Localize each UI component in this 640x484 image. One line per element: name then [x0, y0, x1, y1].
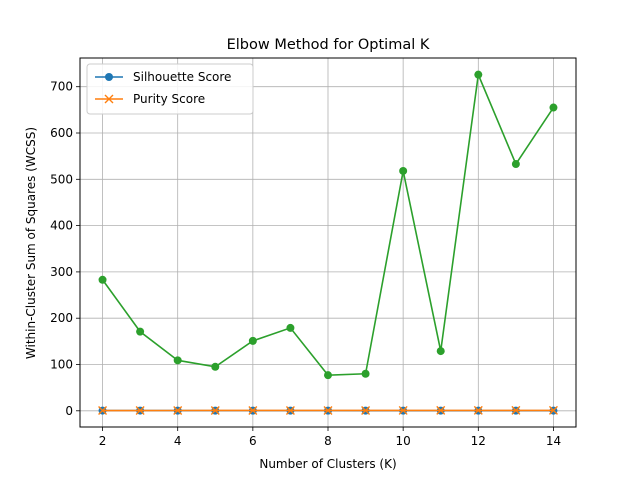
x-tick-label: 6: [249, 434, 257, 448]
x-tick-label: 12: [471, 434, 486, 448]
y-tick-label: 700: [50, 80, 73, 94]
legend-label: Silhouette Score: [133, 70, 231, 84]
y-tick-label: 500: [50, 172, 73, 186]
data-point-marker: [249, 337, 257, 345]
data-point-marker: [105, 73, 113, 81]
y-tick-label: 200: [50, 311, 73, 325]
data-point-marker: [286, 324, 294, 332]
data-point-marker: [136, 328, 144, 336]
data-point-marker: [512, 160, 520, 168]
chart-title: Elbow Method for Optimal K: [227, 37, 430, 53]
data-point-marker: [549, 104, 557, 112]
data-point-marker: [437, 347, 445, 355]
data-point-marker: [211, 363, 219, 371]
data-point-marker: [99, 276, 107, 284]
x-tick-label: 14: [546, 434, 561, 448]
data-point-marker: [362, 370, 370, 378]
data-point-marker: [324, 371, 332, 379]
x-tick-label: 8: [324, 434, 332, 448]
x-tick-label: 2: [99, 434, 107, 448]
legend-label: Purity Score: [133, 92, 205, 106]
data-point-marker: [399, 167, 407, 175]
y-tick-label: 400: [50, 219, 73, 233]
y-tick-label: 300: [50, 265, 73, 279]
data-point-marker: [174, 356, 182, 364]
x-tick-label: 4: [174, 434, 182, 448]
y-tick-label: 600: [50, 126, 73, 140]
x-axis-label: Number of Clusters (K): [259, 457, 396, 471]
data-point-marker: [474, 71, 482, 79]
y-tick-label: 100: [50, 357, 73, 371]
y-axis-label: Within-Cluster Sum of Squares (WCSS): [24, 127, 38, 359]
y-tick-label: 0: [65, 404, 73, 418]
x-tick-label: 10: [396, 434, 411, 448]
